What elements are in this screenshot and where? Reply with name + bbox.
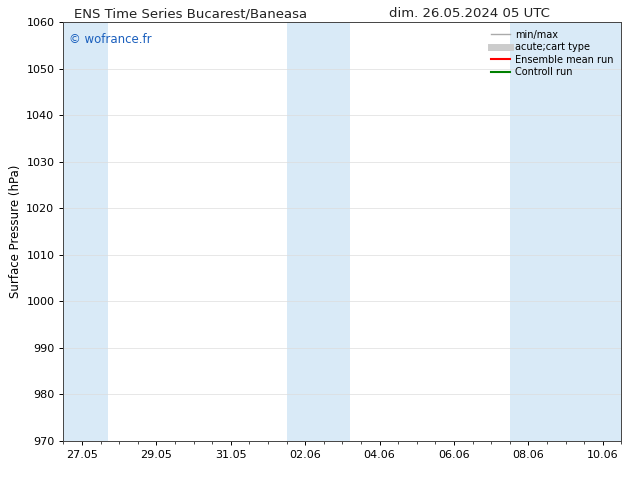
Bar [63, 22, 108, 441]
Bar [510, 22, 621, 441]
Bar [287, 22, 350, 441]
Text: ENS Time Series Bucarest/Baneasa: ENS Time Series Bucarest/Baneasa [74, 7, 307, 21]
Legend: min/max, acute;cart type, Ensemble mean run, Controll run: min/max, acute;cart type, Ensemble mean … [488, 27, 616, 80]
Text: © wofrance.fr: © wofrance.fr [69, 32, 152, 46]
Y-axis label: Surface Pressure (hPa): Surface Pressure (hPa) [9, 165, 22, 298]
Text: dim. 26.05.2024 05 UTC: dim. 26.05.2024 05 UTC [389, 7, 550, 21]
